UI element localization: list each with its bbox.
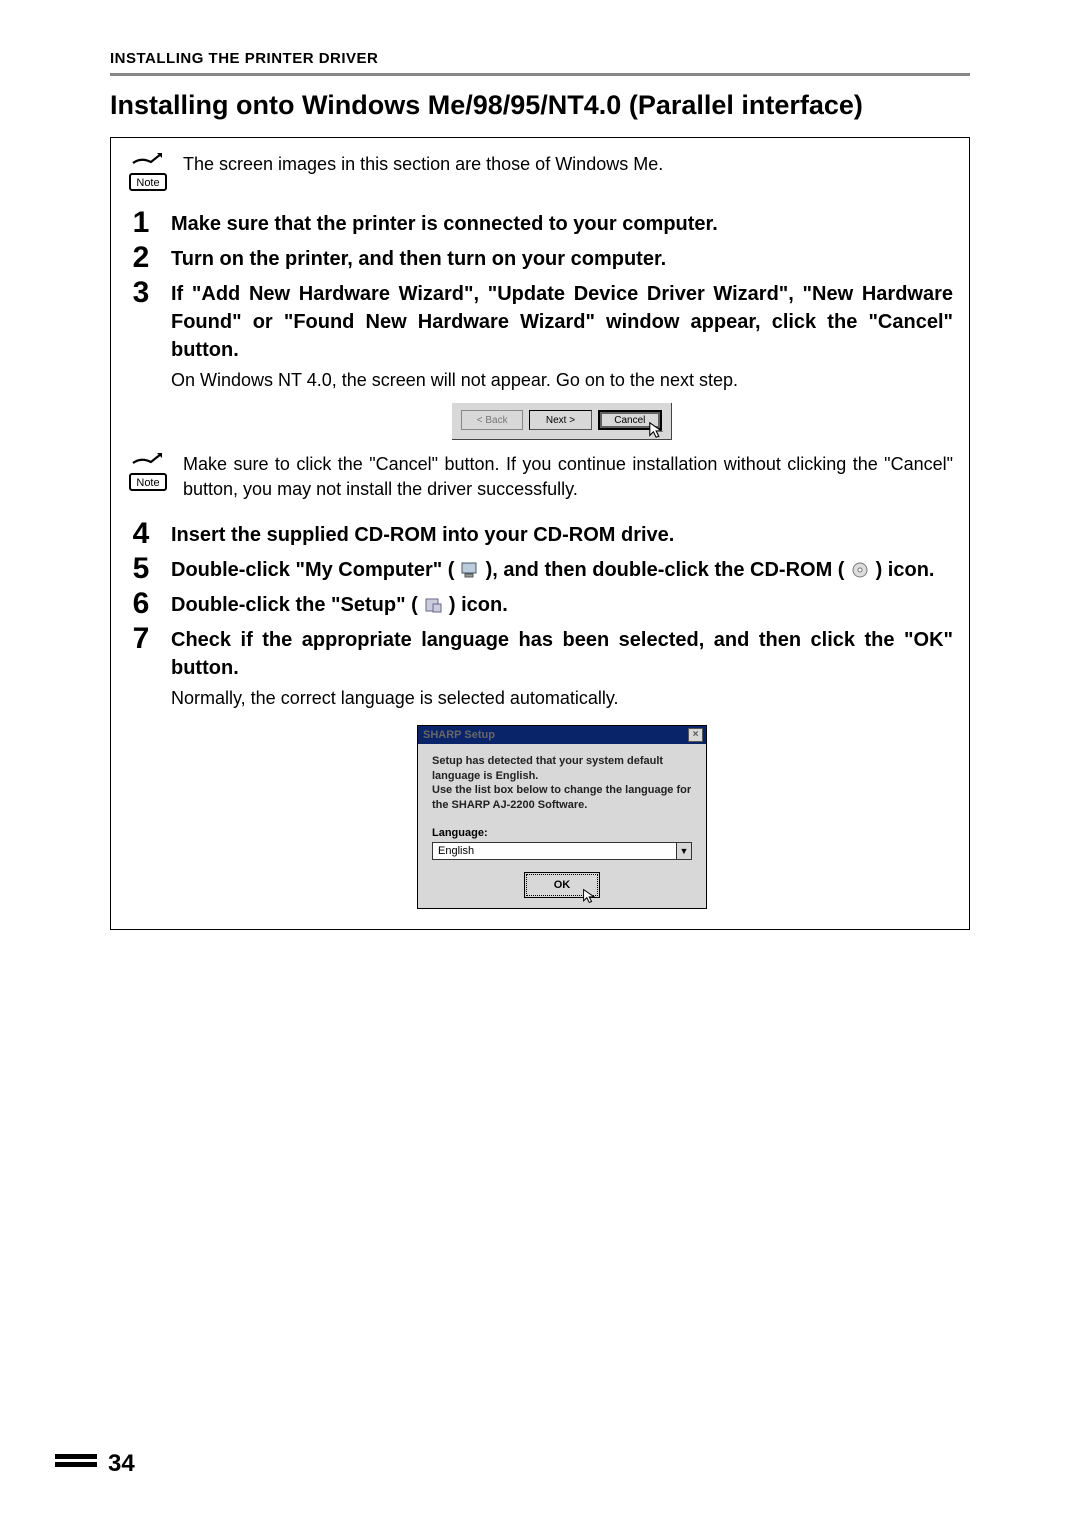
step-number: 2 [127,241,155,274]
note-icon: Note [127,152,169,192]
step-number: 5 [127,552,155,585]
step-title: Turn on the printer, and then turn on yo… [171,245,953,273]
mycomputer-icon [460,561,480,579]
svg-text:Note: Note [136,477,159,489]
step-title-a: Double-click "My Computer" ( [171,559,454,581]
sharp-dialog: SHARP Setup × Setup has detected that yo… [417,725,707,909]
language-value: English [432,842,676,860]
step-number: 7 [127,622,155,655]
page-number: 34 [108,1450,135,1478]
step-6: 6 Double-click the "Setup" ( ) icon. [127,587,953,620]
sidebar-mark [55,1454,97,1468]
step-title-b: ) icon. [449,594,508,616]
wizard-dialog: < Back Next > Cancel [452,403,672,440]
language-select[interactable]: English ▼ [432,842,692,860]
step-title: If "Add New Hardware Wizard", "Update De… [171,280,953,364]
dialog-body: Setup has detected that your system defa… [418,744,706,825]
language-section: Language: English ▼ [418,825,706,874]
step-1: 1 Make sure that the printer is connecte… [127,206,953,239]
setup-icon [423,596,443,614]
divider [110,73,970,76]
step-title-c: ) icon. [876,559,935,581]
cursor-icon [648,421,666,439]
step-title-a: Double-click the "Setup" ( [171,594,418,616]
next-button[interactable]: Next > [529,410,591,430]
dialog-titlebar: SHARP Setup × [418,726,706,744]
dropdown-icon[interactable]: ▼ [676,842,692,860]
step-4: 4 Insert the supplied CD-ROM into your C… [127,517,953,550]
step-number: 6 [127,587,155,620]
step-title: Insert the supplied CD-ROM into your CD-… [171,521,953,549]
step-desc: On Windows NT 4.0, the screen will not a… [171,368,953,393]
section-header: INSTALLING THE PRINTER DRIVER [110,50,970,67]
sharp-figure: SHARP Setup × Setup has detected that yo… [171,725,953,909]
step-title: Make sure that the printer is connected … [171,210,953,238]
cursor-icon [582,888,598,904]
back-button[interactable]: < Back [461,410,523,430]
step-2: 2 Turn on the printer, and then turn on … [127,241,953,274]
step-number: 4 [127,517,155,550]
step-desc: Normally, the correct language is select… [171,686,953,711]
note-callout: Note The screen images in this section a… [127,152,953,192]
note-icon: Note [127,452,169,492]
step-3: 3 If "Add New Hardware Wizard", "Update … [127,276,953,448]
step-title: Check if the appropriate language has be… [171,626,953,682]
cdrom-icon [850,561,870,579]
wizard-figure: < Back Next > Cancel [171,403,953,440]
step-number: 3 [127,276,155,309]
step-number: 1 [127,206,155,239]
step-5: 5 Double-click "My Computer" ( ), and th… [127,552,953,585]
note-text: Make sure to click the "Cancel" button. … [183,452,953,502]
step-title-b: ), and then double-click the CD-ROM ( [486,559,845,581]
svg-text:Note: Note [136,177,159,189]
note-callout: Note Make sure to click the "Cancel" but… [127,452,953,502]
close-icon[interactable]: × [688,728,703,742]
language-label: Language: [432,827,692,839]
page-title: Installing onto Windows Me/98/95/NT4.0 (… [110,90,970,121]
content-frame: Note The screen images in this section a… [110,137,970,930]
step-title: Double-click the "Setup" ( ) icon. [171,591,953,619]
note-text: The screen images in this section are th… [183,152,953,177]
step-7: 7 Check if the appropriate language has … [127,622,953,910]
step-title: Double-click "My Computer" ( ), and then… [171,556,953,584]
dialog-title: SHARP Setup [423,729,495,741]
